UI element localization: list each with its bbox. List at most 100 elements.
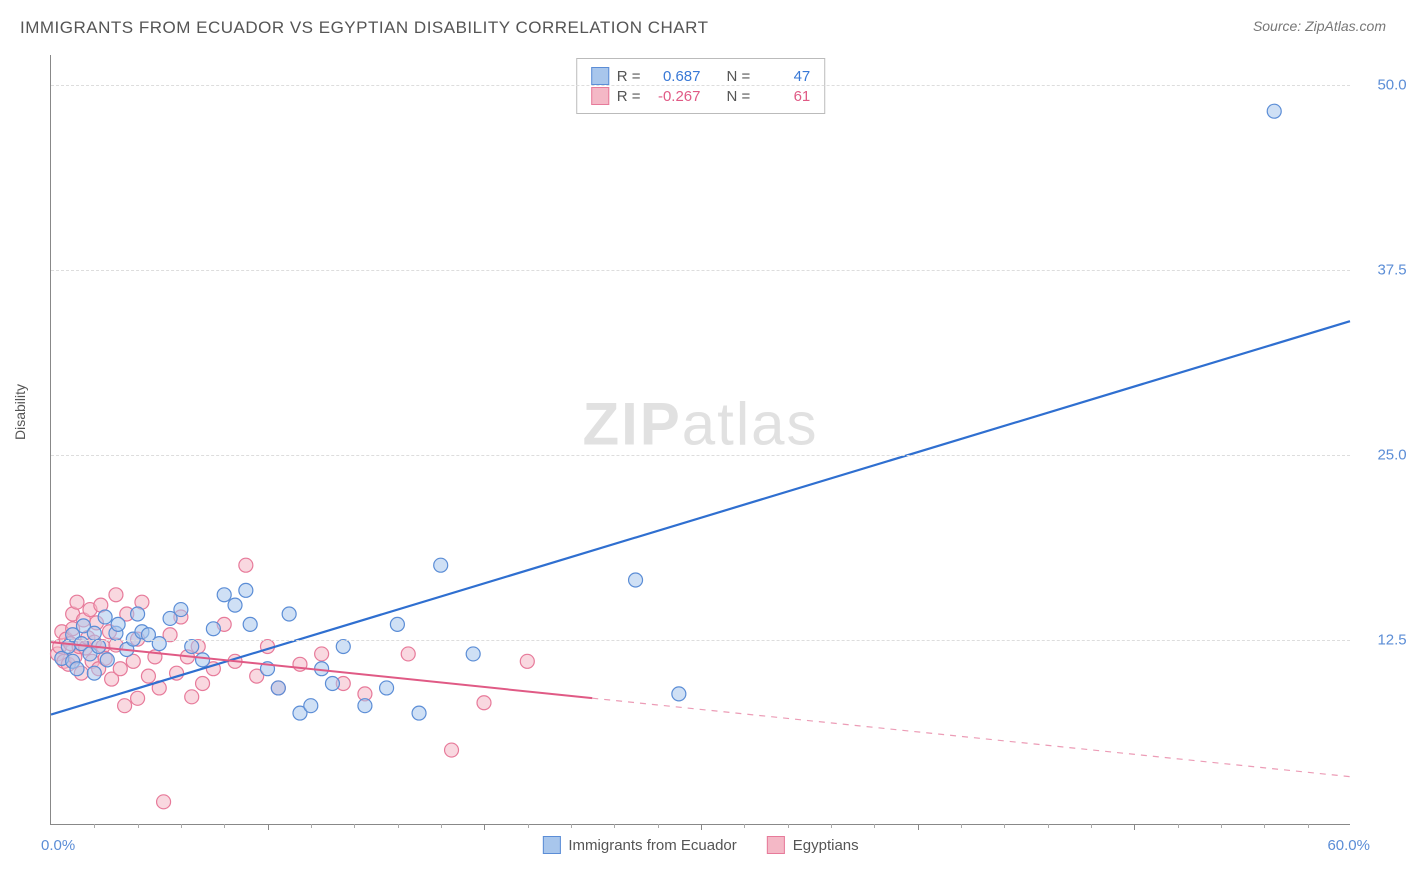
source-attribution: Source: ZipAtlas.com — [1253, 18, 1386, 34]
x-origin-label: 0.0% — [41, 837, 75, 854]
data-point — [141, 669, 155, 683]
data-point — [315, 647, 329, 661]
x-tick-minor — [441, 824, 442, 828]
data-point — [336, 640, 350, 654]
n-label: N = — [727, 88, 751, 105]
x-max-label: 60.0% — [1327, 837, 1370, 854]
x-tick — [484, 824, 485, 830]
x-tick-minor — [354, 824, 355, 828]
data-point — [118, 699, 132, 713]
legend-label-ecuador: Immigrants from Ecuador — [568, 837, 736, 854]
plot-svg — [51, 55, 1350, 824]
x-tick-minor — [1048, 824, 1049, 828]
data-point — [196, 653, 210, 667]
swatch-ecuador — [542, 836, 560, 854]
data-point — [70, 662, 84, 676]
data-point — [109, 588, 123, 602]
n-value-egyptians: 61 — [758, 88, 810, 105]
gridline — [51, 85, 1350, 86]
x-tick-minor — [528, 824, 529, 828]
swatch-ecuador — [591, 67, 609, 85]
legend-item-ecuador: Immigrants from Ecuador — [542, 836, 736, 854]
data-point — [325, 677, 339, 691]
data-point — [113, 662, 127, 676]
data-point — [217, 588, 231, 602]
x-tick-minor — [744, 824, 745, 828]
data-point — [152, 637, 166, 651]
x-tick-minor — [831, 824, 832, 828]
data-point — [445, 743, 459, 757]
x-tick — [1134, 824, 1135, 830]
data-point — [271, 681, 285, 695]
data-point — [434, 558, 448, 572]
swatch-egyptians — [591, 87, 609, 105]
stat-legend: R = 0.687 N = 47 R = -0.267 N = 61 — [576, 58, 826, 114]
data-point — [174, 603, 188, 617]
r-label: R = — [617, 88, 641, 105]
swatch-egyptians — [767, 836, 785, 854]
r-value-ecuador: 0.687 — [649, 68, 701, 85]
data-point — [304, 699, 318, 713]
gridline — [51, 270, 1350, 271]
stat-row-egyptians: R = -0.267 N = 61 — [591, 87, 811, 105]
data-point — [206, 622, 220, 636]
x-tick-minor — [1308, 824, 1309, 828]
data-point — [629, 573, 643, 587]
x-tick-minor — [224, 824, 225, 828]
data-point — [401, 647, 415, 661]
x-tick-minor — [874, 824, 875, 828]
data-point — [239, 583, 253, 597]
data-point — [520, 654, 534, 668]
gridline — [51, 640, 1350, 641]
series-legend: Immigrants from Ecuador Egyptians — [542, 836, 858, 854]
x-tick-minor — [571, 824, 572, 828]
data-point — [477, 696, 491, 710]
data-point — [228, 598, 242, 612]
trend-line — [51, 321, 1350, 714]
data-point — [100, 653, 114, 667]
x-tick-minor — [1091, 824, 1092, 828]
y-tick-label: 12.5% — [1360, 631, 1406, 648]
x-tick — [918, 824, 919, 830]
data-point — [239, 558, 253, 572]
legend-label-egyptians: Egyptians — [793, 837, 859, 854]
data-point — [87, 666, 101, 680]
data-point — [672, 687, 686, 701]
legend-item-egyptians: Egyptians — [767, 836, 859, 854]
x-tick-minor — [1221, 824, 1222, 828]
y-tick-label: 37.5% — [1360, 261, 1406, 278]
data-point — [358, 699, 372, 713]
x-tick-minor — [138, 824, 139, 828]
y-axis-label: Disability — [12, 384, 28, 440]
trend-line-extrapolated — [592, 698, 1350, 777]
data-point — [185, 640, 199, 654]
x-tick-minor — [1004, 824, 1005, 828]
scatter-chart: ZIPatlas R = 0.687 N = 47 R = -0.267 N =… — [50, 55, 1350, 825]
x-tick-minor — [658, 824, 659, 828]
y-tick-label: 50.0% — [1360, 76, 1406, 93]
x-tick — [268, 824, 269, 830]
x-tick-minor — [1264, 824, 1265, 828]
x-tick-minor — [788, 824, 789, 828]
x-tick-minor — [1178, 824, 1179, 828]
data-point — [87, 626, 101, 640]
gridline — [51, 455, 1350, 456]
page-title: IMMIGRANTS FROM ECUADOR VS EGYPTIAN DISA… — [20, 18, 708, 38]
r-label: R = — [617, 68, 641, 85]
stat-row-ecuador: R = 0.687 N = 47 — [591, 67, 811, 85]
x-tick-minor — [961, 824, 962, 828]
data-point — [111, 617, 125, 631]
n-label: N = — [727, 68, 751, 85]
data-point — [131, 607, 145, 621]
data-point — [243, 617, 257, 631]
x-tick-minor — [398, 824, 399, 828]
x-tick-minor — [614, 824, 615, 828]
x-tick-minor — [94, 824, 95, 828]
y-tick-label: 25.0% — [1360, 446, 1406, 463]
data-point — [98, 610, 112, 624]
data-point — [390, 617, 404, 631]
data-point — [466, 647, 480, 661]
x-tick-minor — [311, 824, 312, 828]
r-value-egyptians: -0.267 — [649, 88, 701, 105]
data-point — [1267, 104, 1281, 118]
